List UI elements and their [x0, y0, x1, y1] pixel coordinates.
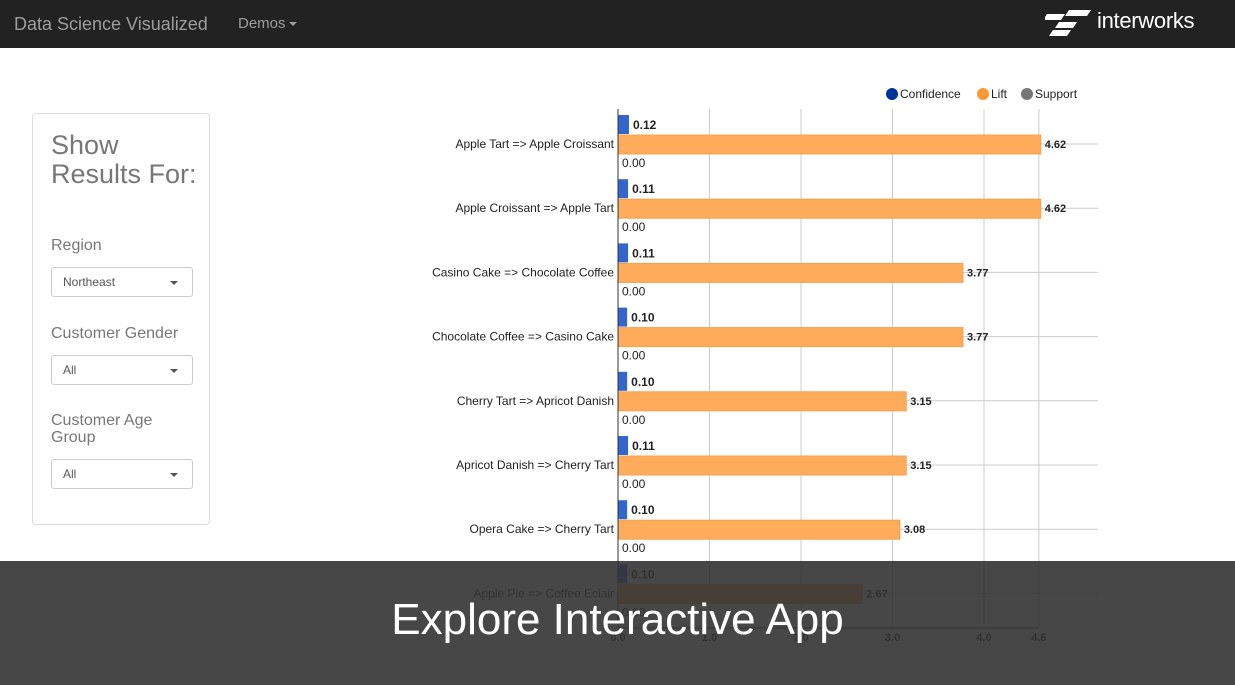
legend-marker: [1021, 88, 1033, 100]
demos-menu-label: Demos: [238, 15, 286, 32]
legend-marker: [886, 88, 898, 100]
logo-text: interworks: [1097, 8, 1195, 33]
confidence-bar: [618, 243, 629, 263]
demos-menu[interactable]: Demos: [238, 15, 297, 33]
confidence-bar: [618, 307, 628, 327]
legend-marker: [977, 88, 989, 100]
confidence-value-label: 0.10: [631, 375, 655, 389]
lift-value-label: 3.08: [904, 524, 925, 536]
legend-label: Lift: [991, 87, 1008, 101]
category-label: Apple Croissant => Apple Tart: [455, 201, 614, 215]
category-label: Casino Cake => Chocolate Coffee: [432, 265, 614, 279]
support-value-label: 0.00: [622, 541, 646, 555]
confidence-value-label: 0.12: [633, 118, 657, 132]
region-select-value: Northeast: [63, 275, 116, 289]
lift-bar: [617, 327, 964, 348]
category-label: Chocolate Coffee => Casino Cake: [432, 330, 614, 344]
lift-bar: [617, 519, 901, 540]
age-group-select[interactable]: All: [51, 459, 193, 489]
lift-bar: [617, 455, 907, 476]
confidence-bar: [618, 179, 629, 199]
support-value-label: 0.00: [622, 284, 646, 298]
lift-value-label: 4.62: [1045, 139, 1066, 151]
brand-title[interactable]: Data Science Visualized: [14, 14, 208, 34]
confidence-bar: [618, 371, 628, 391]
category-label: Apricot Danish => Cherry Tart: [456, 458, 615, 472]
lift-bar: [617, 391, 907, 412]
gender-select[interactable]: All: [51, 355, 193, 385]
confidence-value-label: 0.11: [632, 439, 655, 453]
explore-app-label: Explore Interactive App: [391, 595, 844, 644]
chevron-down-icon: [170, 281, 178, 285]
chevron-down-icon: [170, 369, 178, 373]
region-label: Region: [51, 237, 102, 254]
confidence-bar: [618, 115, 629, 134]
category-label: Cherry Tart => Apricot Danish: [457, 394, 614, 408]
lift-bar: [617, 198, 1042, 219]
confidence-bar: [618, 500, 628, 520]
support-value-label: 0.00: [622, 413, 646, 427]
lift-value-label: 3.77: [967, 267, 988, 279]
explore-app-overlay[interactable]: Explore Interactive App: [0, 561, 1235, 685]
category-label: Apple Tart => Apple Croissant: [455, 137, 614, 151]
support-value-label: 0.00: [622, 349, 646, 363]
panel-title: Show Results For:: [51, 130, 197, 189]
confidence-value-label: 0.11: [632, 182, 655, 196]
chevron-down-icon: [170, 473, 178, 477]
gender-select-value: All: [63, 363, 77, 377]
gender-label: Customer Gender: [51, 325, 179, 342]
region-select[interactable]: Northeast: [51, 267, 193, 297]
age-group-label: Customer Age Group: [51, 412, 153, 446]
lift-value-label: 4.62: [1045, 203, 1066, 215]
lift-bar: [617, 262, 964, 283]
navbar: Data Science Visualized Demos interworks: [0, 0, 1235, 48]
category-label: Opera Cake => Cherry Tart: [469, 522, 614, 536]
lift-bar: [617, 134, 1042, 155]
interworks-logo-icon: [1045, 10, 1091, 36]
interworks-logo[interactable]: interworks: [1045, 8, 1205, 38]
support-value-label: 0.00: [622, 156, 646, 170]
confidence-value-label: 0.10: [631, 503, 655, 517]
lift-value-label: 3.15: [910, 460, 931, 472]
support-value-label: 0.00: [622, 477, 646, 491]
confidence-value-label: 0.11: [632, 246, 655, 260]
lift-value-label: 3.77: [967, 332, 988, 344]
confidence-value-label: 0.10: [631, 311, 655, 325]
lift-value-label: 3.15: [910, 396, 931, 408]
legend-label: Support: [1035, 87, 1078, 101]
filter-panel: Show Results For: Region Northeast Custo…: [32, 113, 210, 525]
caret-down-icon: [288, 22, 297, 27]
legend-label: Confidence: [900, 87, 961, 101]
confidence-bar: [618, 436, 629, 455]
age-group-select-value: All: [63, 467, 77, 481]
support-value-label: 0.00: [622, 220, 646, 234]
